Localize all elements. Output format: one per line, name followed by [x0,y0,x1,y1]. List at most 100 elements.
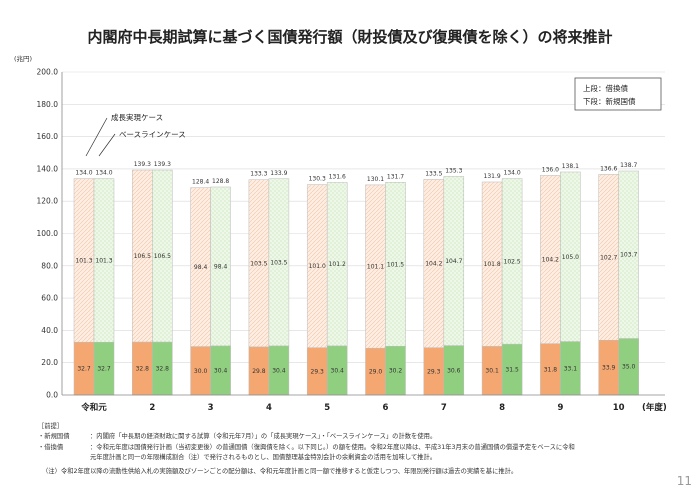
y-axis-unit-label: (兆円) [14,54,32,63]
value-label-total: 130.3 [309,176,326,183]
value-label-lower: 30.1 [485,368,499,375]
bar-upper-baseline [618,170,639,339]
value-label-total: 134.0 [75,170,92,177]
callout-line-growth [85,117,108,157]
bar-upper-baseline [93,178,115,343]
note-label-refunding-bonds: ・借換債 [38,443,64,451]
y-tick-label: 200.0 [37,68,59,77]
bar-upper-baseline [268,178,290,347]
bar-upper-baseline [501,178,523,345]
bar-upper-baseline [560,171,581,342]
notes-header: ［前提］ [38,423,64,430]
value-label-lower: 33.9 [602,365,616,372]
value-label-total: 138.7 [620,162,637,169]
value-label-upper: 98.4 [214,263,228,270]
x-axis-ticks: 令和元 2 3 4 5 6 7 8 9 10 [80,402,624,413]
value-label-lower: 30.4 [272,367,286,374]
y-tick-label: 20.0 [41,358,58,367]
y-tick-label: 180.0 [37,100,59,109]
y-tick-label: 60.0 [41,294,58,303]
value-label-upper: 103.5 [250,260,267,267]
value-label-lower: 30.0 [194,368,208,375]
x-tick-label: 7 [441,403,447,413]
y-tick-label: 100.0 [37,229,59,238]
value-label-lower: 30.4 [331,367,345,374]
value-label-upper: 103.7 [620,252,637,259]
bar-upper-baseline [385,182,406,347]
y-tick-label: 160.0 [37,132,59,141]
value-label-upper: 101.3 [75,257,92,264]
value-label-total: 133.5 [425,170,442,177]
value-label-total: 135.3 [445,167,462,174]
value-label-lower: 29.8 [252,368,266,375]
value-label-total: 128.4 [192,179,209,186]
bar-value-labels: 134.0 101.3 32.7 134.0 101.3 32.7 139.3 106.5 32… [75,161,637,376]
value-label-total: 133.9 [270,170,287,177]
value-label-lower: 32.7 [77,366,91,373]
x-tick-label: 5 [324,403,330,413]
legend-box: 上段：借換債 下段：新規国債 [574,77,662,111]
value-label-lower: 29.0 [369,369,383,376]
x-tick-label: 9 [557,403,563,413]
value-label-upper: 102.7 [600,254,617,261]
value-label-upper: 103.5 [270,259,287,266]
note-refunding-bonds: ・借換債 ：令和元年度は国債発行計画（当初変更後）の普通国債（復興債を除く。以下同… [38,443,678,453]
value-label-lower: 31.8 [544,366,558,373]
value-label-total: 131.9 [484,173,501,180]
value-label-lower: 30.6 [447,367,461,374]
bar-upper-baseline [210,186,231,347]
value-label-total: 134.0 [504,170,521,177]
value-label-upper: 104.7 [445,258,462,265]
value-label-lower: 29.3 [311,368,325,375]
value-label-upper: 106.5 [154,253,171,260]
value-label-upper: 105.0 [562,254,579,261]
callout-line-baseline [98,133,116,157]
page-title: 内閣府中長期試算に基づく国債発行額（財投債及び復興債を除く）の将来推計 [87,28,613,46]
value-label-total: 136.6 [600,165,617,172]
value-label-total: 138.1 [562,163,579,170]
bar-upper-baseline [326,182,348,347]
value-label-total: 131.6 [329,173,346,180]
series-callouts: 成長実現ケース ベースラインケース [85,112,186,157]
y-tick-label: 120.0 [37,197,59,206]
value-label-lower: 29.3 [427,368,441,375]
y-axis-ticks: 0.0 20.0 40.0 60.0 80.0 100.0 120.0 140.0 160.0 1… [37,68,59,400]
value-label-upper: 101.0 [309,263,326,270]
value-label-total: 139.3 [134,161,151,168]
note-label-new-bonds: ・新規国債 [38,433,70,441]
value-label-upper: 102.5 [504,258,521,265]
value-label-total: 128.8 [212,178,229,185]
value-label-lower: 32.8 [136,366,150,373]
value-label-upper: 106.5 [134,253,151,260]
value-label-total: 134.0 [95,170,112,177]
note-text-refunding-bonds-cont: 元年度計画と同一の年限構成割合（注）で発行されるものとし、国債整理基金特別会計の… [90,453,437,461]
value-label-lower: 32.7 [97,366,111,373]
x-tick-label: 令和元 [80,402,107,413]
value-label-upper: 101.3 [95,257,112,264]
y-tick-label: 80.0 [41,261,58,270]
callout-growth: 成長実現ケース [111,112,163,122]
value-label-total: 133.3 [250,171,267,178]
value-label-total: 131.7 [387,173,404,180]
note-new-bonds: ・新規国債 ：内閣府「中長期の経済財政に関する試算（令和元年7月）」の「成長実現ケ… [38,432,678,442]
x-axis-suffix: (年度) [642,402,667,413]
value-label-total: 136.0 [542,166,559,173]
x-tick-label: 3 [208,403,214,413]
x-tick-label: 10 [613,403,625,413]
value-label-lower: 31.5 [505,367,519,374]
x-tick-label: 8 [499,403,505,413]
legend-line-lower: 下段：新規国債 [583,96,636,106]
value-label-lower: 30.4 [214,367,228,374]
value-label-upper: 101.2 [329,261,346,268]
y-tick-label: 140.0 [37,164,59,173]
value-label-lower: 32.8 [156,366,170,373]
note-text-new-bonds: ：内閣府「中長期の経済財政に関する試算（令和元年7月）」の「成長実現ケース」・「… [90,433,437,441]
legend-line-upper: 上段：借換債 [583,83,628,93]
value-label-upper: 101.5 [387,261,404,268]
footnote: （注）令和2年度以降の流動性供給入札の実施額及びゾーンごとの配分額は、令和元年度… [42,468,518,476]
value-label-lower: 30.2 [389,368,403,375]
value-label-total: 130.1 [367,176,384,183]
x-tick-label: 2 [149,403,155,413]
x-tick-label: 6 [383,403,389,413]
y-tick-label: 40.0 [41,326,58,335]
